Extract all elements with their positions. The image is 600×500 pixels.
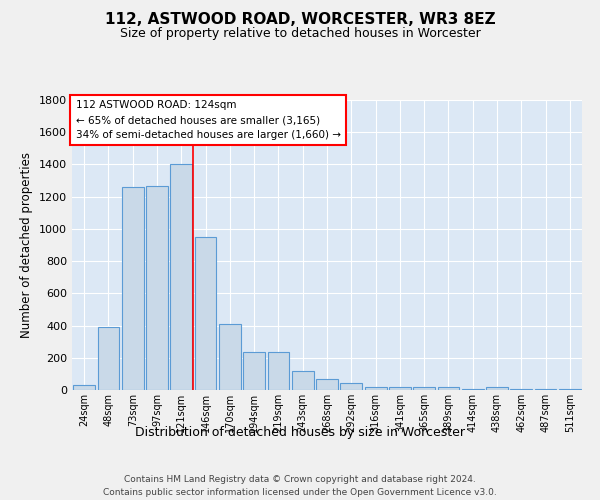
Text: Distribution of detached houses by size in Worcester: Distribution of detached houses by size … (135, 426, 465, 439)
Bar (559, 389, 581, 390)
Bar (97, 327, 119, 390)
Text: Contains HM Land Registry data © Crown copyright and database right 2024.: Contains HM Land Registry data © Crown c… (124, 476, 476, 484)
Bar (413, 387, 435, 390)
Bar (122, 187, 143, 390)
Text: Size of property relative to detached houses in Worcester: Size of property relative to detached ho… (119, 28, 481, 40)
Bar (219, 324, 241, 390)
Bar (170, 164, 192, 390)
Bar (437, 387, 460, 390)
Bar (316, 378, 338, 390)
Bar (292, 372, 314, 390)
Bar (73, 385, 95, 390)
Bar (146, 186, 168, 390)
Y-axis label: Number of detached properties: Number of detached properties (20, 152, 34, 338)
Bar (268, 352, 289, 390)
Bar (243, 352, 265, 390)
Bar (462, 389, 484, 390)
Bar (486, 387, 508, 390)
Text: 112 ASTWOOD ROAD: 124sqm
← 65% of detached houses are smaller (3,165)
34% of sem: 112 ASTWOOD ROAD: 124sqm ← 65% of detach… (76, 100, 341, 140)
Bar (389, 387, 411, 390)
Text: 112, ASTWOOD ROAD, WORCESTER, WR3 8EZ: 112, ASTWOOD ROAD, WORCESTER, WR3 8EZ (104, 12, 496, 28)
Bar (340, 383, 362, 390)
Bar (365, 387, 386, 390)
Bar (194, 237, 217, 390)
Bar (511, 389, 532, 390)
Text: Contains public sector information licensed under the Open Government Licence v3: Contains public sector information licen… (103, 488, 497, 497)
Bar (535, 389, 556, 390)
